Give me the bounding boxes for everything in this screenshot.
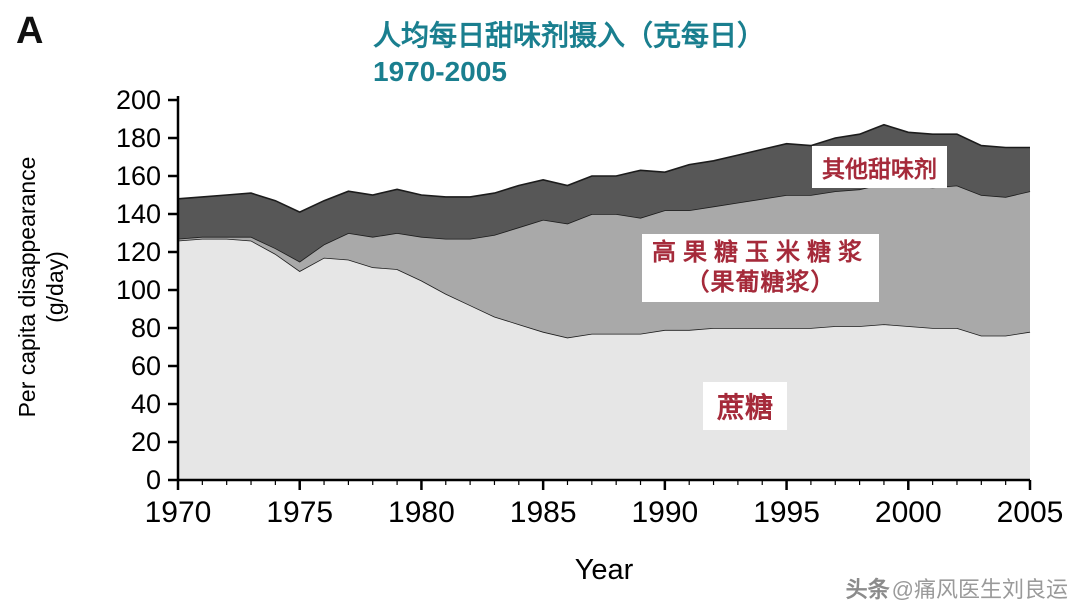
y-tick-label: 80 [131,313,161,343]
area-series-0 [178,238,1030,480]
y-tick-label: 180 [116,123,161,153]
y-tick-label: 40 [131,389,161,419]
watermark: 头条@痛风医生刘良运 [846,572,1068,604]
annotation-sucrose: 蔗糖 [703,382,788,430]
chart-title-line2: 1970-2005 [373,56,507,87]
chart-title-line1: 人均每日甜味剂摄入（克每日） [373,20,766,51]
annotation-other-sweeteners: 其他甜味剂 [812,146,947,188]
x-axis-label: Year [574,554,634,586]
y-tick-label: 60 [131,351,161,381]
y-tick-label: 100 [116,275,161,305]
annotation-hfcs-line1: 高果糖玉米糖浆 [652,239,869,266]
x-tick-label: 1995 [753,496,820,529]
y-tick-label: 120 [116,237,161,267]
x-tick-label: 1990 [631,496,698,529]
x-tick-label: 1970 [145,496,212,529]
x-tick-label: 1975 [266,496,333,529]
panel-letter: A [16,10,44,52]
x-tick-label: 1985 [510,496,577,529]
y-tick-label: 200 [116,85,161,115]
annotation-hfcs-line2: （果葡糖浆） [685,269,836,296]
y-tick-label: 20 [131,427,161,457]
x-tick-label: 1980 [388,496,455,529]
watermark-brand: 头条 [845,577,890,602]
x-tick-label: 2000 [875,496,942,529]
y-tick-label: 160 [116,161,161,191]
chart-title: 人均每日甜味剂摄入（克每日） 1970-2005 [373,18,765,90]
watermark-handle: @痛风医生刘良运 [891,577,1068,602]
x-tick-label: 2005 [997,496,1064,529]
annotation-hfcs: 高果糖玉米糖浆 （果葡糖浆） [642,234,879,302]
y-tick-label: 140 [116,199,161,229]
area-topline-2 [177,123,1030,213]
y-tick-label: 0 [146,465,161,495]
